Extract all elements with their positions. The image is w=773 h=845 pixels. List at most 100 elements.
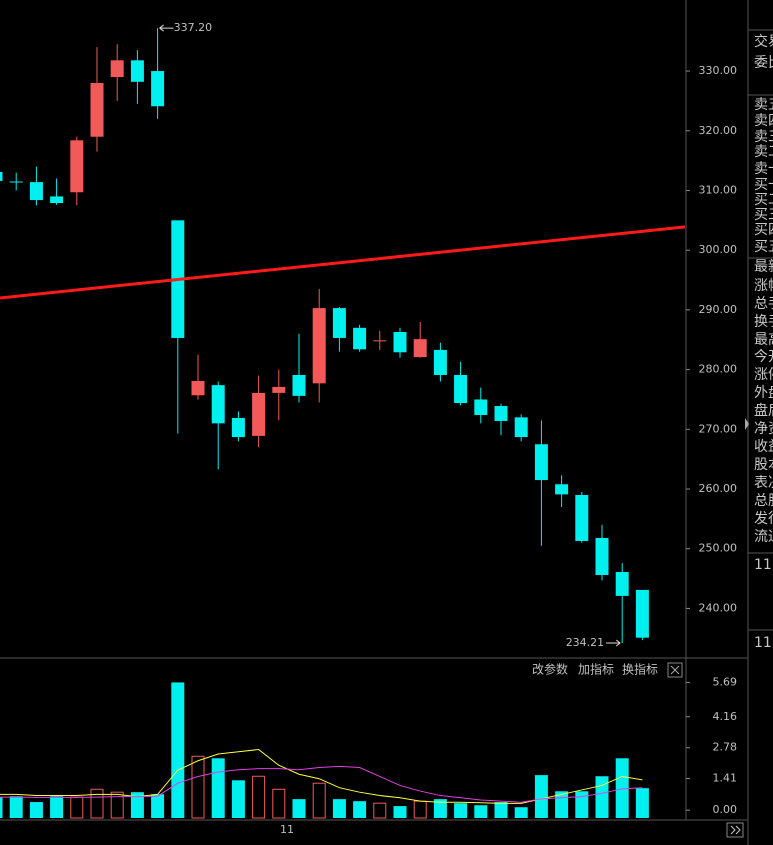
side-label: 盘后 [754, 402, 773, 419]
candle-body [252, 392, 266, 436]
collapse-arrow[interactable] [745, 418, 749, 430]
y-tick-label: 1.41 [713, 771, 738, 784]
y-tick-label: 260.00 [699, 482, 738, 495]
side-label: 买二 [754, 192, 773, 208]
side-label: 总手 [754, 296, 773, 312]
candle-body [494, 406, 508, 421]
candle-body [595, 537, 609, 576]
toolbar-button[interactable]: 换指标 [622, 662, 658, 677]
candle-body [29, 182, 43, 201]
candle-body [151, 71, 165, 107]
side-label: 收益 [754, 439, 773, 455]
volume-bar [514, 807, 528, 818]
side-label: 买五 [754, 239, 773, 255]
side-label: 今开 [754, 349, 773, 365]
candle-body [454, 374, 468, 404]
side-label: 卖三 [754, 129, 773, 145]
candle-body [90, 82, 104, 137]
candle-body [373, 340, 387, 342]
volume-bar [272, 788, 286, 819]
candle-body [0, 171, 3, 181]
candle-body [211, 385, 225, 424]
candle-body [514, 417, 528, 438]
candle-body [474, 399, 488, 415]
volume-bar [635, 788, 649, 818]
volume-bar [110, 791, 124, 819]
candle-body [433, 349, 447, 375]
side-label: 发行 [754, 511, 773, 527]
candle-body [130, 60, 144, 82]
volume-bar [332, 799, 346, 818]
volume-bar [9, 796, 23, 818]
trendline [0, 225, 686, 300]
candle-body [272, 386, 286, 393]
side-label: 最高 [754, 331, 773, 348]
low-label: 234.21 [566, 636, 605, 649]
candle-body [353, 327, 367, 350]
y-tick-label: 270.00 [699, 422, 738, 435]
volume-bar [171, 682, 185, 818]
toolbar-button[interactable]: 改参数 [532, 662, 568, 677]
y-tick-label: 330.00 [699, 64, 738, 77]
volume-bar [29, 802, 43, 818]
volume-bar [595, 776, 609, 818]
volume-bar [393, 806, 407, 818]
side-label: 卖二 [754, 144, 773, 160]
volume-bar [534, 775, 548, 818]
high-label: 337.20 [174, 21, 213, 34]
y-tick-label: 280.00 [699, 363, 738, 376]
side-label: 卖五 [754, 97, 773, 113]
close-icon [670, 665, 680, 675]
side-label: 卖四 [754, 113, 773, 129]
y-tick-label: 310.00 [699, 183, 738, 196]
candle-body [191, 380, 205, 396]
candle-body [9, 181, 23, 183]
side-number: 11 [754, 635, 772, 651]
side-label: 买三 [754, 207, 773, 223]
volume-bar [454, 803, 468, 818]
y-tick-label: 0.00 [713, 803, 738, 816]
volume-bar [312, 782, 326, 819]
volume-bar [433, 799, 447, 818]
y-tick-label: 290.00 [699, 303, 738, 316]
y-tick-label: 2.78 [713, 741, 738, 754]
volume-bar [191, 755, 205, 819]
candle-body [534, 444, 548, 481]
volume-bar [292, 799, 306, 818]
scroll-button[interactable] [726, 822, 744, 838]
candle-body [615, 572, 629, 596]
volume-bar [353, 801, 367, 818]
volume-bar [615, 758, 629, 818]
side-label: 换手 [754, 313, 773, 330]
side-label: 最新 [754, 259, 773, 275]
close-button[interactable] [667, 662, 683, 678]
candle-body [312, 308, 326, 384]
volume-bar [50, 796, 64, 818]
volume-bar [0, 797, 3, 818]
side-label: 交易 [754, 33, 773, 50]
high-arrow [159, 24, 174, 32]
volume-bar [413, 800, 427, 819]
volume-bar [373, 802, 387, 819]
volume-bar [494, 802, 508, 818]
volume-bar [90, 788, 104, 819]
volume-bar [211, 758, 225, 818]
candle-body [555, 484, 569, 495]
y-tick-label: 320.00 [699, 124, 738, 137]
scroll-icon [730, 825, 741, 835]
volume-bar [130, 792, 144, 818]
candle-body [575, 494, 589, 541]
side-number: 11 [754, 557, 772, 573]
volume-bar [231, 780, 245, 818]
volume-bar [252, 775, 266, 819]
volume-bar [151, 794, 165, 818]
candle-body [50, 196, 64, 204]
y-tick-label: 5.69 [713, 675, 738, 688]
candle-body [635, 589, 649, 638]
side-label: 股本 [754, 457, 773, 473]
moving-average [0, 765, 643, 803]
toolbar-button[interactable]: 加指标 [578, 662, 614, 677]
y-tick-label: 250.00 [699, 542, 738, 555]
side-label: 流通 [754, 529, 773, 545]
